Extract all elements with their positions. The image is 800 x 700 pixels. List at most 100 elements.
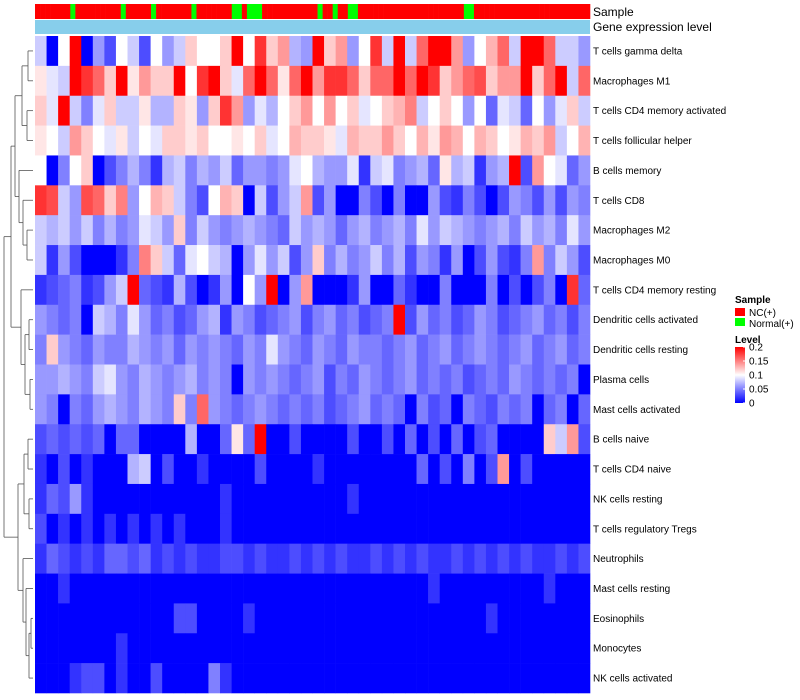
heatmap-cell — [196, 185, 209, 216]
heatmap-cell — [266, 185, 279, 216]
heatmap-cell — [451, 95, 464, 126]
heatmap-cell — [81, 364, 94, 395]
heatmap-cell — [405, 543, 417, 574]
sample-track-cell — [95, 4, 101, 19]
heatmap-cell — [115, 364, 128, 395]
heatmap-cell — [405, 304, 417, 335]
heatmap-cell — [35, 573, 47, 604]
heatmap-cell — [405, 513, 417, 544]
heatmap-cell — [69, 603, 82, 634]
heatmap-cell — [69, 65, 82, 97]
heatmap-cell — [439, 36, 452, 67]
heatmap-cell — [139, 274, 151, 306]
heatmap-cell — [393, 573, 406, 604]
heatmap-cell — [220, 36, 232, 67]
heatmap-cell — [173, 573, 186, 604]
heatmap-cell — [104, 364, 117, 395]
heatmap-cell — [335, 454, 348, 485]
heatmap-cell — [266, 603, 279, 634]
heatmap-cell — [81, 334, 94, 365]
row-label: T cells regulatory Tregs — [593, 524, 697, 535]
legend-level-title: Level — [735, 335, 761, 346]
heatmap-cell — [555, 215, 568, 246]
heatmap-cell — [497, 155, 510, 186]
heatmap-cell — [428, 573, 440, 604]
heatmap-cell — [474, 633, 487, 664]
heatmap-cell — [428, 65, 440, 97]
heatmap-cell — [266, 125, 279, 156]
heatmap-cell — [104, 573, 117, 604]
heatmap-cell — [35, 95, 47, 126]
sample-track-cell — [564, 4, 571, 19]
row-dendrogram — [3, 50, 33, 679]
heatmap-cell — [104, 334, 117, 365]
sample-track-cell — [357, 4, 364, 19]
sample-track-cell — [80, 4, 86, 19]
heatmap-cell — [520, 454, 533, 485]
heatmap-cell — [35, 274, 47, 306]
heatmap-cell — [162, 215, 175, 246]
heatmap-cell — [243, 603, 255, 634]
heatmap-cell — [92, 603, 105, 634]
heatmap-cell — [416, 95, 429, 126]
heatmap-cell — [405, 125, 417, 156]
heatmap-cell — [300, 573, 313, 604]
heatmap-cell — [220, 394, 232, 425]
sample-track-cell — [433, 4, 439, 19]
heatmap-cell — [566, 36, 579, 67]
heatmap-cell — [139, 36, 151, 67]
heatmap-cell — [405, 155, 417, 186]
heatmap-cell — [416, 483, 429, 515]
heatmap-cell — [312, 603, 325, 634]
heatmap-cell — [439, 155, 452, 186]
heatmap-cell — [300, 65, 313, 97]
row-label: NK cells resting — [593, 494, 662, 505]
sample-track-cell — [251, 4, 258, 19]
heatmap-cell — [150, 245, 163, 276]
sample-track-cell — [579, 4, 586, 19]
heatmap-cell — [439, 603, 452, 634]
row-label: Monocytes — [593, 644, 641, 655]
heatmap-cell — [150, 513, 163, 544]
heatmap-cell — [543, 603, 556, 634]
heatmap-cell — [139, 513, 151, 544]
heatmap-cell — [439, 245, 452, 276]
heatmap-cell — [393, 36, 406, 67]
heatmap-cell — [81, 36, 94, 67]
heatmap-cell — [485, 245, 498, 276]
heatmap-cell — [439, 364, 452, 395]
heatmap-cell — [139, 125, 151, 156]
row-label: Dendritic cells activated — [593, 315, 698, 326]
heatmap-cell — [173, 245, 186, 276]
heatmap-cell — [439, 513, 452, 544]
heatmap-cell — [277, 215, 290, 246]
heatmap-cell — [220, 483, 232, 515]
heatmap-cell — [173, 543, 186, 574]
sample-track-cell — [428, 4, 434, 19]
heatmap-cell — [289, 513, 302, 544]
heatmap-cell — [451, 394, 464, 425]
heatmap-cell — [231, 603, 244, 634]
sample-track-cell — [196, 4, 202, 19]
heatmap-cell — [509, 95, 521, 126]
heatmap-cell — [416, 36, 429, 67]
heatmap-cell — [393, 215, 406, 246]
heatmap-cell — [543, 65, 556, 97]
heatmap-cell — [474, 603, 487, 634]
heatmap-cell — [474, 274, 487, 306]
heatmap-cell — [300, 155, 313, 186]
heatmap-cell — [509, 424, 521, 455]
row-label: T cells CD4 memory activated — [593, 106, 726, 117]
heatmap-cell — [46, 334, 59, 365]
heatmap-cell — [185, 364, 198, 395]
heatmap-cell — [358, 125, 371, 156]
heatmap-cell — [543, 543, 556, 574]
heatmap-cell — [370, 334, 383, 365]
heatmap-cell — [196, 663, 209, 694]
heatmap-cell — [555, 245, 568, 276]
heatmap-cell — [231, 185, 244, 216]
sample-track-cell — [398, 4, 404, 19]
heatmap-cell — [150, 543, 163, 574]
sample-track-cell — [332, 4, 339, 19]
heatmap-cell — [520, 215, 533, 246]
